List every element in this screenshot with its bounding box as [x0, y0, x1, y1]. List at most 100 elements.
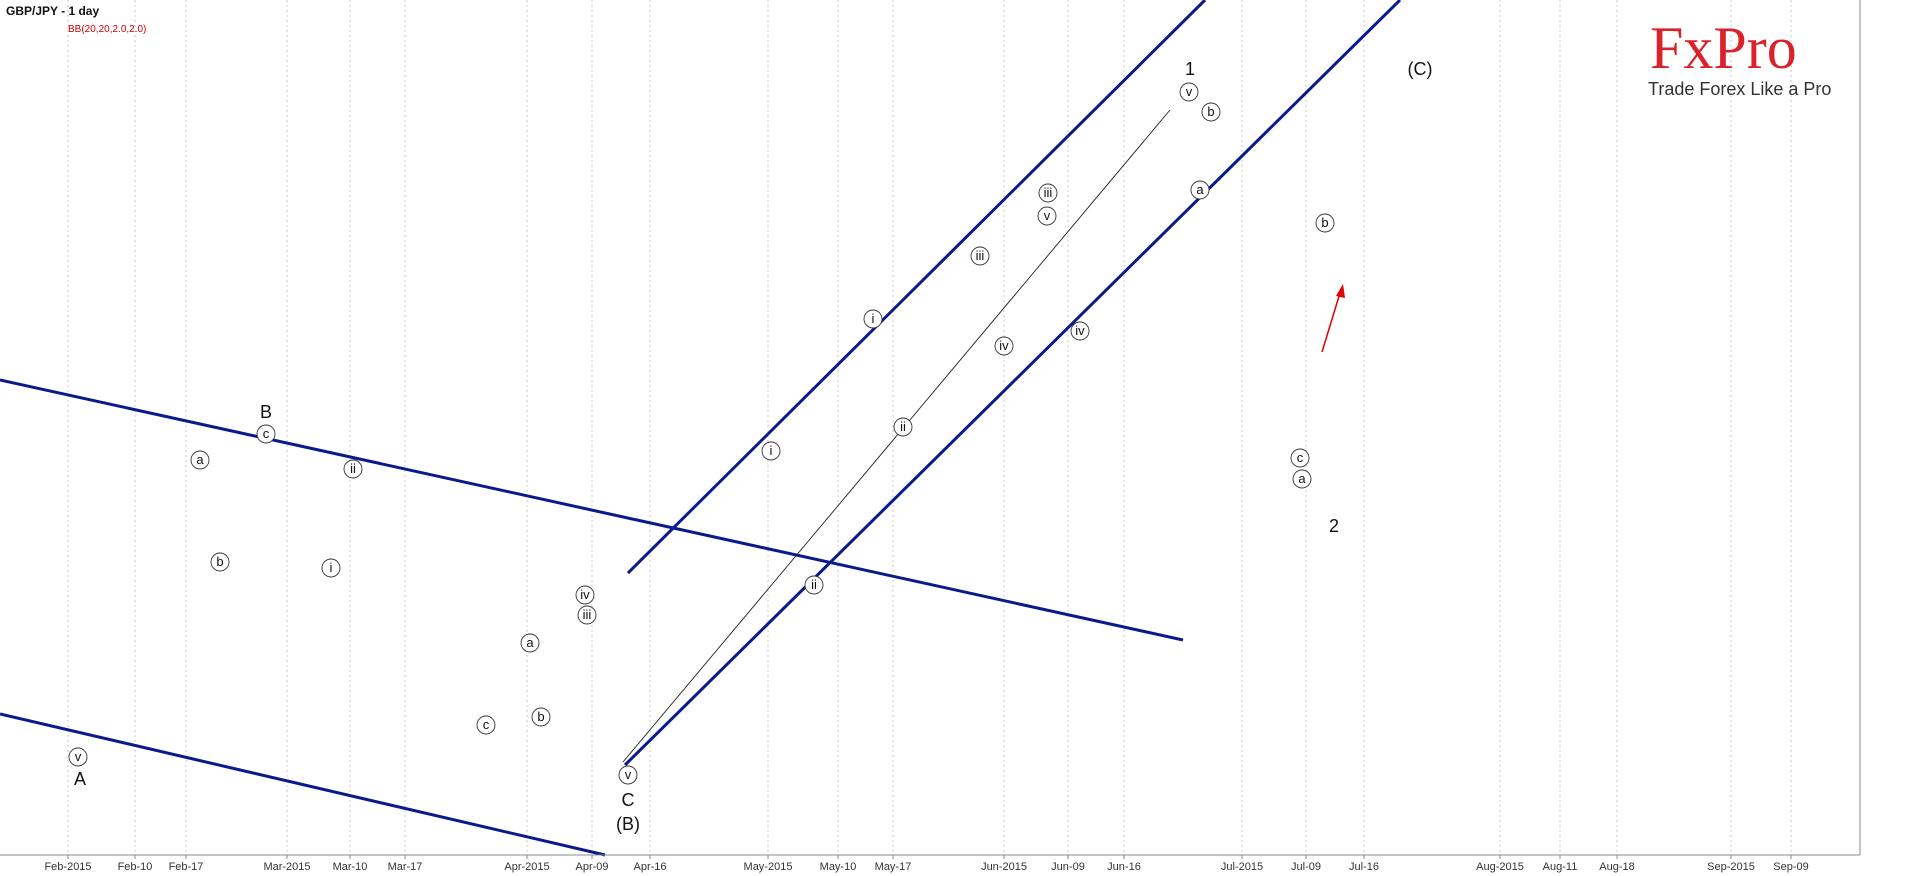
wave-label: C	[622, 790, 635, 810]
wave-marker-text: ii	[900, 419, 906, 434]
x-tick-label: Jun-16	[1107, 861, 1141, 873]
fxpro-logo: FxPro Trade Forex Like a Pro	[1648, 15, 1831, 99]
wave-marker	[190, 450, 210, 470]
wave-label: 2	[1329, 516, 1339, 536]
logo-tagline: Trade Forex Like a Pro	[1648, 79, 1831, 99]
wave-marker	[761, 441, 781, 461]
wave-marker	[531, 707, 551, 727]
x-tick-label: Sep-2015	[1707, 861, 1755, 873]
wave-marker-text: ii	[350, 461, 356, 476]
wave-marker	[1070, 321, 1090, 341]
wave-marker-text: iii	[583, 607, 592, 622]
wave-marker	[994, 336, 1014, 356]
wave-marker	[68, 747, 88, 767]
x-tick-label: May-17	[875, 861, 912, 873]
wave-marker	[343, 459, 363, 479]
x-tick-label: Feb-10	[118, 861, 153, 873]
x-tick-label: Feb-17	[169, 861, 204, 873]
wave-label: (C)	[1408, 59, 1433, 79]
wave-marker	[1290, 448, 1310, 468]
wave-marker-text: iv	[999, 338, 1009, 353]
x-tick-label: Apr-09	[575, 861, 608, 873]
wave-marker	[577, 605, 597, 625]
x-tick-label: Aug-18	[1599, 861, 1634, 873]
wave-marker	[1190, 180, 1210, 200]
wave-marker-text: v	[625, 767, 632, 782]
wave-marker	[893, 417, 913, 437]
wave-marker-text: b	[1207, 104, 1214, 119]
channel-line	[0, 712, 606, 857]
wave-marker-text: iii	[1044, 185, 1053, 200]
wave-marker-text: c	[263, 426, 270, 441]
wave-marker	[970, 246, 990, 266]
logo-brand: FxPro	[1650, 15, 1797, 81]
wave-marker-text: iv	[1075, 323, 1085, 338]
x-tick-label: Apr-16	[633, 861, 666, 873]
wave-marker-text: i	[770, 443, 773, 458]
projection-arrow-line	[1321, 292, 1341, 353]
wave-marker	[476, 715, 496, 735]
wave-marker	[575, 585, 595, 605]
wave-marker	[210, 552, 230, 572]
wave-marker-text: b	[1321, 215, 1328, 230]
x-tick-label: Jul-16	[1349, 861, 1379, 873]
x-tick-label: Jul-09	[1291, 861, 1321, 873]
wave-label: (B)	[616, 814, 640, 834]
chart-grid	[67, 0, 1792, 855]
wave-marker	[863, 309, 883, 329]
wave-marker	[1037, 206, 1057, 226]
x-tick-label: Jul-2015	[1221, 861, 1263, 873]
x-tick-label: Mar-17	[388, 861, 423, 873]
wave-marker-text: v	[1186, 84, 1193, 99]
x-tick-label: Mar-2015	[263, 861, 310, 873]
wave-marker-text: b	[216, 554, 223, 569]
wave-marker	[1038, 183, 1058, 203]
wave-marker	[804, 575, 824, 595]
x-tick-label: Jun-09	[1051, 861, 1085, 873]
wave-marker-text: ii	[811, 577, 817, 592]
wave-marker-text: a	[526, 635, 534, 650]
indicator-label: BB(20,20,2.0,2.0)	[68, 24, 146, 35]
wave-marker	[321, 558, 341, 578]
wave-marker-text: a	[1196, 182, 1204, 197]
projection-arrow-head	[1336, 284, 1345, 298]
wave-marker-text: v	[75, 749, 82, 764]
x-tick-label: May-2015	[744, 861, 793, 873]
x-tick-label: Sep-09	[1773, 861, 1808, 873]
x-tick-label: Apr-2015	[504, 861, 549, 873]
wave-marker	[1179, 82, 1199, 102]
wave-marker-text: iv	[580, 587, 590, 602]
wave-marker	[520, 633, 540, 653]
trend-line	[622, 109, 1171, 763]
wave-label: A	[74, 769, 86, 789]
chart-title: GBP/JPY - 1 day	[6, 4, 99, 18]
wave-marker-text: i	[330, 560, 333, 575]
wave-marker	[256, 424, 276, 444]
wave-marker	[1315, 213, 1335, 233]
channel-line	[623, 0, 1402, 767]
x-tick-label: Feb-2015	[44, 861, 91, 873]
wave-marker	[1292, 469, 1312, 489]
wave-labels: ABC(B)12(C)vcabiiiiviiiabcviiiiiiiiiviii…	[68, 59, 1433, 834]
x-tick-label: Aug-11	[1543, 861, 1578, 873]
x-tick-label: Jun-2015	[981, 861, 1027, 873]
x-tick-label: May-10	[820, 861, 857, 873]
x-tick-label: Mar-10	[333, 861, 368, 873]
wave-label: 1	[1185, 59, 1195, 79]
x-tick-label: Aug-2015	[1476, 861, 1524, 873]
wave-marker	[618, 765, 638, 785]
channel-line	[626, 0, 1207, 575]
wave-marker-text: b	[537, 709, 544, 724]
wave-marker-text: a	[196, 452, 204, 467]
wave-marker-text: iii	[976, 248, 985, 263]
wave-label: B	[260, 402, 272, 422]
wave-marker-text: v	[1044, 208, 1051, 223]
wave-marker-text: i	[872, 311, 875, 326]
channel-line	[0, 378, 1184, 642]
wave-marker	[1201, 102, 1221, 122]
wave-marker-text: c	[1297, 450, 1304, 465]
trend-channels	[0, 0, 1402, 857]
